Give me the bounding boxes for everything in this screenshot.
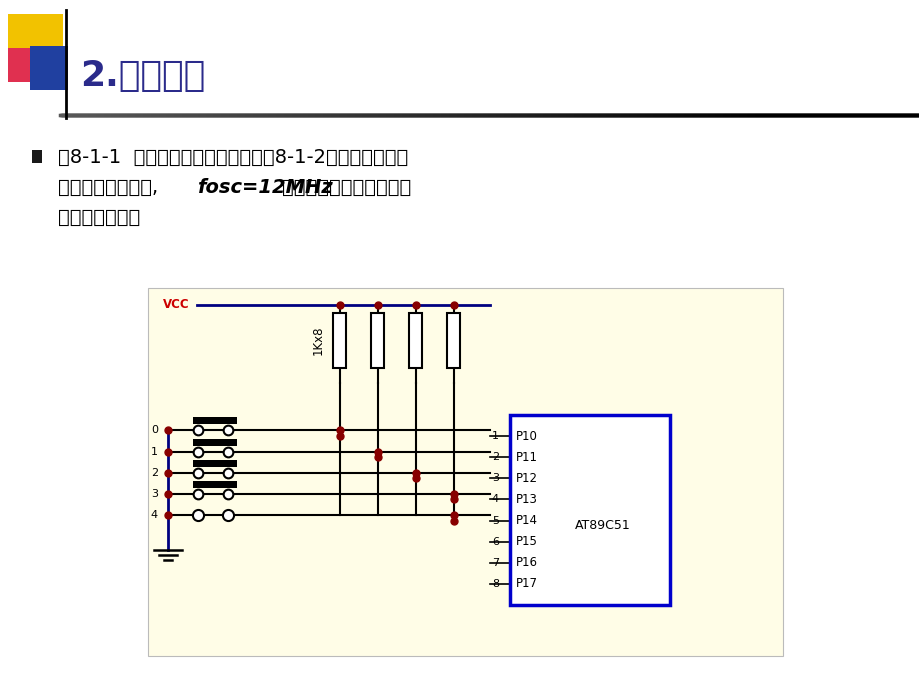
Bar [8, 14, 62, 69]
Bar [193, 481, 237, 488]
Bar [32, 150, 42, 163]
Text: 8: 8 [492, 579, 498, 589]
Text: 例8-1-1  某单片机系统键盘结构如图8-1-2所示。试编写简: 例8-1-1 某单片机系统键盘结构如图8-1-2所示。试编写简 [58, 148, 408, 167]
Text: 1: 1 [151, 447, 158, 457]
Bar [193, 439, 237, 446]
Bar [371, 313, 384, 368]
Text: AT89C51: AT89C51 [574, 519, 630, 532]
Text: P13: P13 [516, 493, 538, 506]
Text: 4: 4 [492, 495, 498, 504]
Text: P14: P14 [516, 514, 538, 527]
Bar [509, 415, 669, 605]
Text: P10: P10 [516, 430, 538, 442]
Bar [8, 48, 48, 82]
Text: 2: 2 [492, 452, 498, 462]
Bar [193, 460, 237, 467]
Text: 单的按键处理程序,: 单的按键处理程序, [58, 178, 158, 197]
Text: 6: 6 [492, 537, 498, 546]
Text: 4: 4 [151, 510, 158, 520]
Text: P17: P17 [516, 578, 538, 591]
Bar [409, 313, 422, 368]
Text: P15: P15 [516, 535, 538, 548]
Text: P12: P12 [516, 472, 538, 485]
Text: 3: 3 [492, 473, 498, 483]
Text: 0: 0 [151, 425, 158, 435]
Text: 去抖动的问题。: 去抖动的问题。 [58, 208, 140, 227]
Text: 5: 5 [492, 515, 498, 526]
Text: VCC: VCC [163, 297, 189, 310]
Bar [148, 288, 782, 656]
Bar [30, 46, 68, 90]
Text: fosc=12MHz: fosc=12MHz [197, 178, 333, 197]
Text: 1Kx8: 1Kx8 [312, 326, 324, 355]
Text: P16: P16 [516, 556, 538, 569]
Text: 3: 3 [151, 489, 158, 499]
Bar [193, 417, 237, 424]
Bar [447, 313, 460, 368]
Bar [333, 313, 346, 368]
Text: 2: 2 [151, 468, 158, 478]
Text: 2.应用实例: 2.应用实例 [80, 59, 205, 93]
Text: 7: 7 [492, 558, 498, 568]
Text: 。程序中应当考虑到键盘: 。程序中应当考虑到键盘 [282, 178, 411, 197]
Text: 1: 1 [492, 431, 498, 441]
Text: P11: P11 [516, 451, 538, 464]
